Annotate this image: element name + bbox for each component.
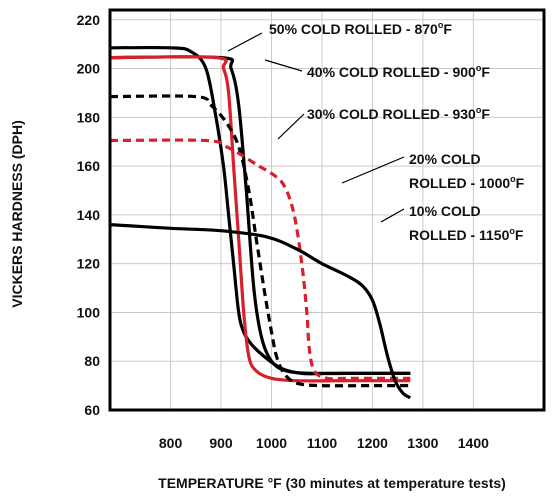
leader-line [277,113,305,140]
leader-line [264,59,303,72]
leader-line [380,208,405,223]
y-tick-label: 80 [84,353,100,369]
series-annotation: 50% COLD ROLLED - 870oF [269,20,452,37]
series-annotation: ROLLED - 1150oF [409,226,524,243]
series-annotation: 30% COLD ROLLED - 930oF [307,105,490,122]
x-tick-labels: 800 900 1000 1100 1200 1300 1400 [159,435,489,451]
y-tick-labels: 60 80 100 120 140 160 180 200 220 [77,12,101,418]
x-tick-label: 800 [159,435,183,451]
x-tick-label: 900 [209,435,233,451]
y-tick-label: 100 [77,304,101,320]
series-line-2 [109,55,411,376]
y-tick-label: 200 [77,61,101,77]
series-line-5 [109,138,411,381]
leader-line [227,32,263,52]
annotation-leaders [227,32,405,223]
plot-frame [108,8,546,412]
series-line-3 [109,55,411,383]
series-lines [109,45,412,400]
leader-line [341,156,405,184]
series-line-4 [109,94,411,388]
y-tick-label: 60 [84,402,100,418]
series-line-6 [109,223,412,400]
series-annotation: 40% COLD ROLLED - 900oF [307,63,490,80]
series-annotations: 50% COLD ROLLED - 870oF 40% COLD ROLLED -… [269,20,525,243]
y-axis-title: VICKERS HARDNESS (DPH) [9,120,25,307]
series-annotation: 20% COLD [409,151,481,167]
y-tick-label: 140 [77,207,101,223]
y-tick-label: 120 [77,256,101,272]
x-axis-title: TEMPERATURE °F (30 minutes at temperatur… [158,475,506,491]
x-tick-label: 1400 [458,435,489,451]
series-annotation: 10% COLD [409,203,481,219]
series-annotation: ROLLED - 1000oF [409,174,525,191]
grid-lines [110,10,544,411]
y-tick-label: 180 [77,109,101,125]
x-tick-label: 1100 [307,435,338,451]
y-tick-label: 160 [77,158,101,174]
x-tick-label: 1300 [407,435,438,451]
x-tick-label: 1200 [357,435,388,451]
x-tick-label: 1000 [256,435,287,451]
y-tick-label: 220 [77,12,101,28]
